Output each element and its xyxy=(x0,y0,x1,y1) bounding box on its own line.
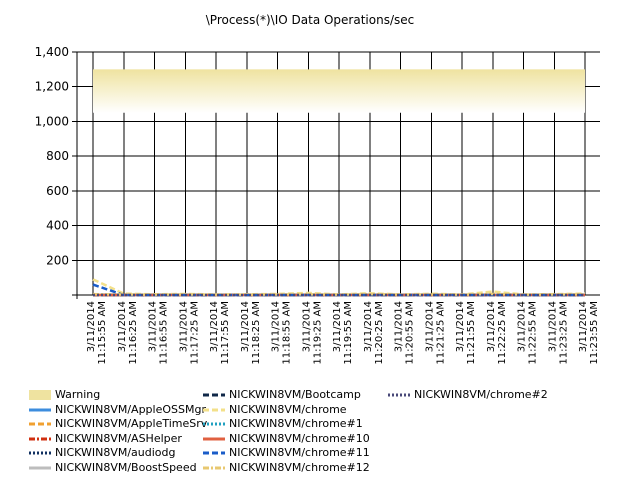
chart-legend: Warning NICKWIN8VM/AppleOSSMgr NICKWIN8VM… xyxy=(29,388,619,475)
legend-label: NICKWIN8VM/chrome#10 xyxy=(229,431,370,445)
legend-item-nickwin8vm-appletimesrv: NICKWIN8VM/AppleTimeSrv xyxy=(29,417,207,432)
legend-label: NICKWIN8VM/chrome#11 xyxy=(229,446,370,459)
x-tick-label: 3/11/201411:22:55 AM xyxy=(517,301,539,365)
chart-title: \Process(*)\IO Data Operations/sec xyxy=(205,13,415,27)
legend-item-nickwin8vm-appleossmgr: NICKWIN8VM/AppleOSSMgr xyxy=(29,402,206,418)
y-tick-label: 1,400 xyxy=(35,45,69,59)
legend-item-nickwin8vm-chrome-12: NICKWIN8VM/chrome#12 xyxy=(203,461,388,476)
legend-swatch-nickwin8vm-bootcamp xyxy=(203,393,225,397)
x-tick-label: 3/11/201411:20:55 AM xyxy=(394,301,416,365)
legend-label: NICKWIN8VM/chrome#2 xyxy=(414,388,548,401)
legend-label-warning: Warning xyxy=(55,388,101,401)
legend-item-nickwin8vm-bootcamp: NICKWIN8VM/Bootcamp xyxy=(203,388,388,403)
x-tick-label: 3/11/201411:16:55 AM xyxy=(148,301,170,365)
x-tick-label: 3/11/201411:23:25 AM xyxy=(547,301,569,365)
legend-label: NICKWIN8VM/chrome#12 xyxy=(229,460,370,474)
legend-swatch-nickwin8vm-chrome-1 xyxy=(203,422,225,426)
legend-item-nickwin8vm-chrome-11: NICKWIN8VM/chrome#11 xyxy=(203,446,388,461)
legend-swatch-nickwin8vm-chrome xyxy=(203,408,225,412)
legend-swatch-nickwin8vm-boostspeed xyxy=(29,466,51,470)
legend-label: NICKWIN8VM/Bootcamp xyxy=(229,388,361,401)
y-tick-label: 400 xyxy=(46,219,69,233)
legend-swatch-nickwin8vm-chrome-2 xyxy=(388,393,410,397)
x-tick-label: 3/11/201411:19:25 AM xyxy=(301,301,323,365)
x-tick-label: 3/11/201411:17:55 AM xyxy=(209,301,231,365)
x-tick-label: 3/11/201411:21:25 AM xyxy=(424,301,446,365)
x-tick-label: 3/11/201411:17:25 AM xyxy=(178,301,200,365)
legend-label: NICKWIN8VM/BoostSpeed xyxy=(55,460,197,474)
x-tick-label: 3/11/201411:23:55 AM xyxy=(578,301,600,365)
legend-swatch-nickwin8vm-ashelper xyxy=(29,437,51,441)
legend-label: NICKWIN8VM/chrome xyxy=(229,402,347,416)
legend-item-nickwin8vm-ashelper: NICKWIN8VM/ASHelper xyxy=(29,432,203,447)
legend-item-nickwin8vm-chrome-1: NICKWIN8VM/chrome#1 xyxy=(203,417,388,432)
legend-label: NICKWIN8VM/ASHelper xyxy=(55,431,182,445)
legend-swatch-nickwin8vm-chrome-11 xyxy=(203,451,225,455)
legend-item-nickwin8vm-chrome-10: NICKWIN8VM/chrome#10 xyxy=(203,432,388,447)
y-tick-label: 200 xyxy=(46,253,69,267)
x-tick-label: 3/11/201411:21:55 AM xyxy=(455,301,477,365)
legend-item-nickwin8vm-audiodg: NICKWIN8VM/audiodg xyxy=(29,446,203,461)
legend-item-warning: Warning xyxy=(29,388,203,403)
x-tick-label: 3/11/201411:15:55 AM xyxy=(86,301,108,365)
legend-item-nickwin8vm-boostspeed: NICKWIN8VM/BoostSpeed xyxy=(29,461,203,476)
x-tick-label: 3/11/201411:18:25 AM xyxy=(240,301,262,365)
legend-swatch-nickwin8vm-chrome-10 xyxy=(203,437,225,441)
legend-swatch-nickwin8vm-chrome-12 xyxy=(203,466,225,470)
legend-item-nickwin8vm-chrome-2: NICKWIN8VM/chrome#2 xyxy=(388,388,608,403)
legend-label: NICKWIN8VM/AppleTimeSrv xyxy=(55,417,208,430)
legend-label: NICKWIN8VM/chrome#1 xyxy=(229,417,363,430)
legend-swatch-nickwin8vm-appleossmgr xyxy=(29,408,51,412)
x-tick-label: 3/11/201411:22:25 AM xyxy=(486,301,508,365)
y-tick-label: 800 xyxy=(46,149,69,163)
legend-label: NICKWIN8VM/AppleOSSMgr xyxy=(55,402,206,416)
legend-item-nickwin8vm-chrome: NICKWIN8VM/chrome xyxy=(203,403,388,418)
x-tick-label: 3/11/201411:18:55 AM xyxy=(271,301,293,365)
y-tick-label: 1,000 xyxy=(35,114,69,128)
legend-swatch-nickwin8vm-audiodg xyxy=(29,451,51,455)
x-tick-label: 3/11/201411:16:25 AM xyxy=(117,301,139,365)
legend-swatch-warning xyxy=(29,390,51,401)
y-tick-label: 1,200 xyxy=(35,80,69,94)
legend-swatch-nickwin8vm-appletimesrv xyxy=(29,422,51,426)
x-tick-label: 3/11/201411:20:25 AM xyxy=(363,301,385,365)
x-tick-label: 3/11/201411:19:55 AM xyxy=(332,301,354,365)
y-tick-label: 600 xyxy=(46,184,69,198)
legend-label: NICKWIN8VM/audiodg xyxy=(55,446,176,459)
warning-band xyxy=(93,69,585,113)
